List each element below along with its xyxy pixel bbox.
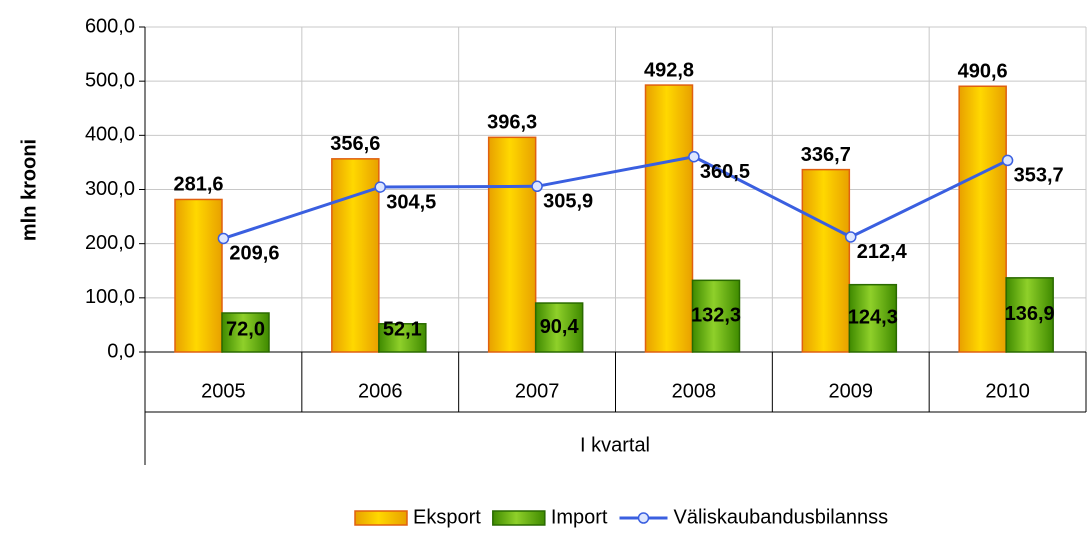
- value-label: 305,9: [543, 191, 593, 213]
- value-label: 90,4: [540, 316, 580, 338]
- value-label: 281,6: [173, 174, 223, 196]
- value-label: 353,7: [1014, 165, 1064, 187]
- x-tick-label: 2009: [829, 380, 874, 402]
- value-label: 304,5: [386, 191, 436, 213]
- value-label: 396,3: [487, 112, 537, 134]
- value-label: 124,3: [848, 307, 898, 329]
- bar: [958, 85, 1007, 353]
- value-label: 136,9: [1005, 303, 1055, 325]
- bar: [801, 168, 851, 353]
- value-label: 356,6: [330, 133, 380, 155]
- line-marker: [374, 181, 386, 193]
- legend-label: Väliskaubandusbilannss: [674, 506, 889, 528]
- value-label: 492,8: [644, 59, 694, 81]
- bar: [848, 283, 898, 353]
- x-tick-label: 2007: [515, 380, 560, 402]
- y-tick-label: 100,0: [85, 286, 135, 308]
- y-tick-label: 300,0: [85, 178, 135, 200]
- bar: [534, 302, 584, 353]
- value-label: 212,4: [857, 241, 908, 263]
- x-tick-label: 2010: [985, 380, 1030, 402]
- legend-label: Eksport: [413, 506, 481, 528]
- bar: [174, 198, 223, 353]
- bar: [691, 279, 741, 353]
- x-tick-label: 2006: [358, 380, 403, 402]
- legend-swatch: [354, 510, 408, 526]
- line-marker: [688, 150, 700, 163]
- bar: [487, 136, 537, 353]
- bar: [331, 158, 380, 353]
- bar: [221, 312, 270, 353]
- y-tick-label: 400,0: [85, 124, 135, 146]
- y-axis-label: mln krooni: [18, 139, 40, 241]
- value-label: 490,6: [958, 61, 1008, 83]
- value-label: 52,1: [383, 318, 422, 340]
- bar: [1005, 277, 1054, 353]
- x-tick-label: 2005: [201, 380, 246, 402]
- line-marker: [217, 232, 230, 245]
- y-tick-label: 600,0: [85, 15, 135, 37]
- y-tick-label: 500,0: [85, 69, 135, 91]
- bar: [378, 323, 427, 353]
- value-label: 132,3: [691, 304, 741, 326]
- y-tick-label: 0,0: [107, 340, 135, 362]
- value-label: 72,0: [226, 318, 265, 340]
- value-label: 360,5: [700, 161, 750, 183]
- x-axis-label: I kvartal: [580, 434, 650, 456]
- line-marker: [845, 231, 857, 243]
- y-tick-label: 200,0: [85, 232, 135, 254]
- legend-marker: [637, 512, 650, 524]
- line-marker: [531, 180, 543, 193]
- line: [222, 155, 1009, 240]
- value-label: 209,6: [229, 243, 279, 265]
- bar: [644, 84, 694, 353]
- legend-swatch: [492, 510, 546, 526]
- x-tick-label: 2008: [672, 380, 717, 402]
- legend-label: Import: [551, 506, 608, 528]
- value-label: 336,7: [801, 144, 851, 166]
- line-marker: [1001, 154, 1014, 167]
